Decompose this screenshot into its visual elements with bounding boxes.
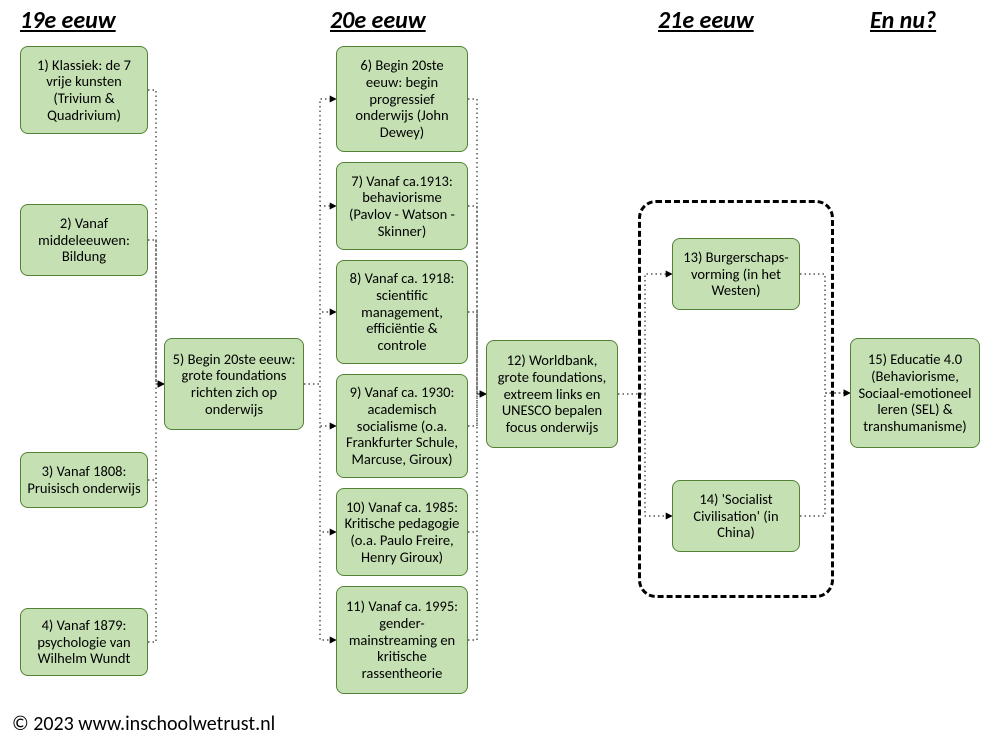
flow-node-n12: 12) Worldbank, grote foundations, extree… bbox=[486, 340, 618, 448]
flow-node-n13: 13) Burgerschaps-vorming (in het Westen) bbox=[672, 238, 800, 310]
flow-node-n7: 7) Vanaf ca.1913: behaviorisme (Pavlov -… bbox=[336, 162, 468, 250]
connector bbox=[304, 206, 336, 384]
flow-node-n10: 10) Vanaf ca. 1985: Kritische pedagogie … bbox=[336, 488, 468, 576]
flow-node-label: 10) Vanaf ca. 1985: Kritische pedagogie … bbox=[343, 499, 461, 566]
flow-node-label: 3) Vanaf 1808: Pruisisch onderwijs bbox=[27, 463, 141, 496]
flow-node-label: 13) Burgerschaps-vorming (in het Westen) bbox=[679, 249, 793, 299]
connector bbox=[148, 90, 164, 384]
column-heading: 20e eeuw bbox=[330, 6, 426, 35]
flow-node-n3: 3) Vanaf 1808: Pruisisch onderwijs bbox=[20, 452, 148, 508]
column-heading: En nu? bbox=[870, 6, 936, 35]
flow-node-label: 2) Vanaf middeleeuwen: Bildung bbox=[27, 215, 141, 265]
column-heading: 21e eeuw bbox=[658, 6, 754, 35]
connector bbox=[304, 384, 336, 532]
connector bbox=[148, 240, 164, 384]
connector bbox=[468, 312, 486, 394]
flow-node-n5: 5) Begin 20ste eeuw: grote foundations r… bbox=[164, 338, 304, 430]
connector bbox=[304, 384, 336, 640]
flow-node-label: 4) Vanaf 1879: psychologie van Wilhelm W… bbox=[27, 617, 141, 667]
flow-node-n14: 14) 'Socialist Civilisation' (in China) bbox=[672, 480, 800, 552]
connector bbox=[468, 99, 486, 394]
flow-node-label: 11) Vanaf ca. 1995: gender-mainstreaming… bbox=[343, 598, 461, 681]
connector bbox=[148, 384, 164, 480]
connector bbox=[304, 99, 336, 384]
flow-node-label: 15) Educatie 4.0 (Behaviorisme, Sociaal-… bbox=[857, 351, 973, 434]
flow-node-n1: 1) Klassiek: de 7 vrije kunsten (Trivium… bbox=[20, 46, 148, 134]
connector bbox=[468, 206, 486, 394]
flow-node-n4: 4) Vanaf 1879: psychologie van Wilhelm W… bbox=[20, 608, 148, 676]
column-heading: 19e eeuw bbox=[20, 6, 116, 35]
flow-node-label: 12) Worldbank, grote foundations, extree… bbox=[493, 352, 611, 435]
flow-node-n6: 6) Begin 20ste eeuw: begin progressief o… bbox=[336, 46, 468, 152]
flow-node-n15: 15) Educatie 4.0 (Behaviorisme, Sociaal-… bbox=[850, 338, 980, 448]
flow-node-n9: 9) Vanaf ca. 1930: academisch socialisme… bbox=[336, 374, 468, 478]
flow-node-label: 5) Begin 20ste eeuw: grote foundations r… bbox=[171, 351, 297, 418]
connector bbox=[468, 394, 486, 532]
flow-node-label: 8) Vanaf ca. 1918: scientific management… bbox=[343, 270, 461, 353]
flow-node-n11: 11) Vanaf ca. 1995: gender-mainstreaming… bbox=[336, 586, 468, 694]
flow-node-label: 1) Klassiek: de 7 vrije kunsten (Trivium… bbox=[27, 57, 141, 124]
flow-node-label: 6) Begin 20ste eeuw: begin progressief o… bbox=[343, 57, 461, 140]
flow-node-label: 7) Vanaf ca.1913: behaviorisme (Pavlov -… bbox=[343, 173, 461, 240]
connector bbox=[468, 394, 486, 640]
connector bbox=[304, 384, 336, 426]
connector bbox=[148, 384, 164, 642]
flow-node-label: 14) 'Socialist Civilisation' (in China) bbox=[679, 491, 793, 541]
flow-node-n8: 8) Vanaf ca. 1918: scientific management… bbox=[336, 260, 468, 364]
copyright-text: © 2023 www.inschoolwetrust.nl bbox=[12, 712, 275, 736]
flow-node-n2: 2) Vanaf middeleeuwen: Bildung bbox=[20, 204, 148, 276]
connector bbox=[304, 312, 336, 384]
flow-node-label: 9) Vanaf ca. 1930: academisch socialisme… bbox=[343, 384, 461, 467]
connector bbox=[468, 394, 486, 426]
